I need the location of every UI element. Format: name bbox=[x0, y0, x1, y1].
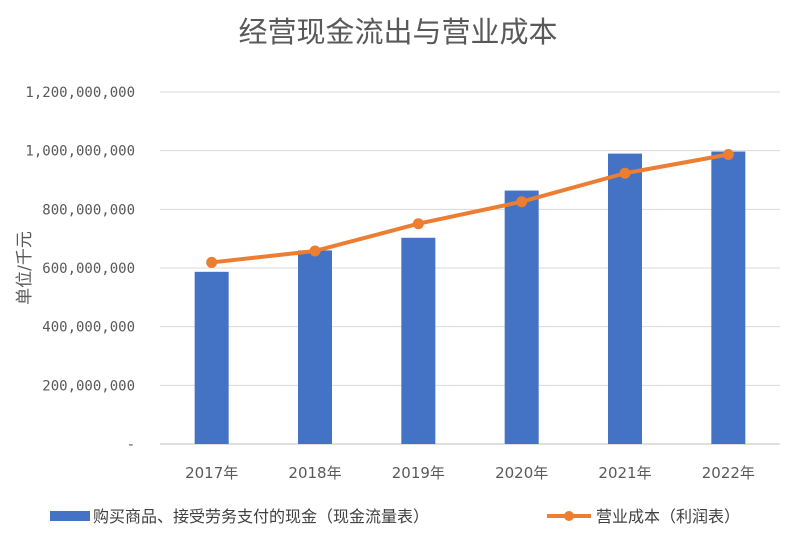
bar bbox=[298, 250, 332, 444]
line-point bbox=[722, 148, 734, 160]
bar bbox=[194, 271, 229, 444]
legend-label-bar: 购买商品、接受劳务支付的现金（现金流量表） bbox=[93, 507, 429, 526]
line-point bbox=[206, 256, 218, 268]
y-tick-label: 1,000,000,000 bbox=[25, 144, 135, 160]
bar-series bbox=[194, 151, 746, 444]
y-tick-label: 200,000,000 bbox=[42, 378, 135, 394]
chart-title: 经营现金流出与营业成本 bbox=[238, 15, 557, 49]
x-axis-ticks: 2017年 2018年 2019年 2020年 2021年 2022年 bbox=[185, 464, 755, 482]
series-line bbox=[209, 152, 731, 265]
y-tick-label: - bbox=[127, 437, 135, 453]
y-tick-label: 800,000,000 bbox=[42, 202, 135, 218]
y-tick-label: 1,200,000,000 bbox=[25, 85, 135, 101]
legend-swatch-marker bbox=[564, 511, 574, 521]
x-tick-label: 2020年 bbox=[495, 464, 548, 482]
gridlines bbox=[160, 91, 780, 445]
line-point bbox=[516, 196, 528, 208]
legend: 购买商品、接受劳务支付的现金（现金流量表） 营业成本（利润表） bbox=[50, 507, 740, 526]
bar bbox=[711, 151, 746, 444]
bar bbox=[608, 153, 642, 444]
bar bbox=[504, 190, 539, 444]
x-tick-label: 2021年 bbox=[598, 464, 651, 482]
y-tick-label: 400,000,000 bbox=[42, 320, 135, 336]
y-tick-label: 600,000,000 bbox=[42, 261, 135, 277]
legend-swatch-bar bbox=[50, 511, 90, 521]
legend-label-line: 营业成本（利润表） bbox=[596, 507, 740, 526]
line-point bbox=[412, 218, 424, 230]
x-tick-label: 2017年 bbox=[185, 464, 238, 482]
line-point bbox=[619, 167, 631, 179]
y-axis-ticks: - 200,000,000 400,000,000 600,000,000 800,00… bbox=[25, 85, 135, 453]
line-point bbox=[309, 245, 321, 257]
x-tick-label: 2019年 bbox=[392, 464, 445, 482]
x-tick-label: 2022年 bbox=[702, 464, 755, 482]
x-tick-label: 2018年 bbox=[288, 464, 341, 482]
bar bbox=[401, 237, 436, 444]
y-axis-label: 单位/千元 bbox=[15, 231, 35, 305]
line-series bbox=[206, 148, 734, 268]
